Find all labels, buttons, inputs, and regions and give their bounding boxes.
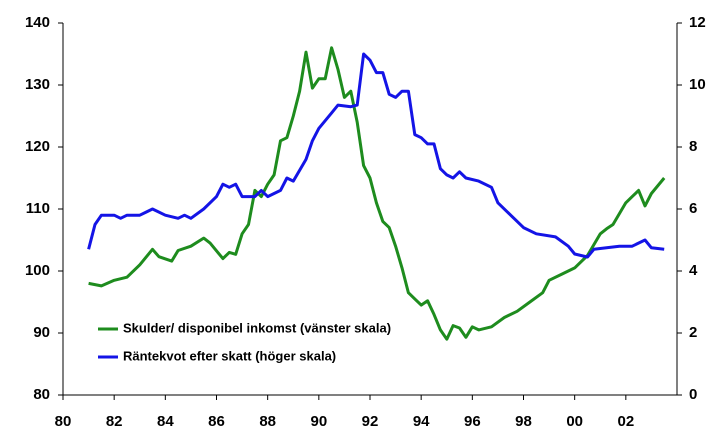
y2-tick-label: 12 [689,14,706,31]
x-tick-label: 92 [362,413,379,430]
y2-tick-label: 4 [689,262,698,279]
y-tick-label: 140 [25,14,50,31]
y-tick-label: 110 [26,200,50,217]
y-tick-label: 130 [25,76,50,93]
legend-label: Räntekvot efter skatt (höger skala) [123,348,336,363]
y-tick-label: 100 [25,262,50,279]
y2-tick-label: 6 [689,200,697,217]
series-line [87,52,665,259]
x-tick-label: 88 [259,413,276,430]
x-tick-label: 90 [310,413,327,430]
y-tick-label: 90 [33,324,50,341]
x-tick-label: 84 [157,413,174,430]
x-tick-label: 00 [566,413,583,430]
x-tick-label: 82 [106,413,123,430]
x-tick-label: 86 [208,413,225,430]
x-tick-label: 80 [55,413,72,430]
x-tick-label: 94 [413,413,430,430]
y-tick-label: 120 [25,138,50,155]
y-tick-label: 80 [33,386,50,403]
y2-tick-label: 8 [689,138,697,155]
x-tick-label: 96 [464,413,481,430]
series-line [88,46,666,341]
y2-tick-label: 2 [689,324,697,341]
y2-tick-label: 0 [689,386,697,403]
x-tick-label: 02 [617,413,634,430]
x-tick-label: 98 [515,413,532,430]
y2-tick-label: 10 [689,76,706,93]
legend-label: Skulder/ disponibel inkomst (vänster ska… [123,320,391,335]
